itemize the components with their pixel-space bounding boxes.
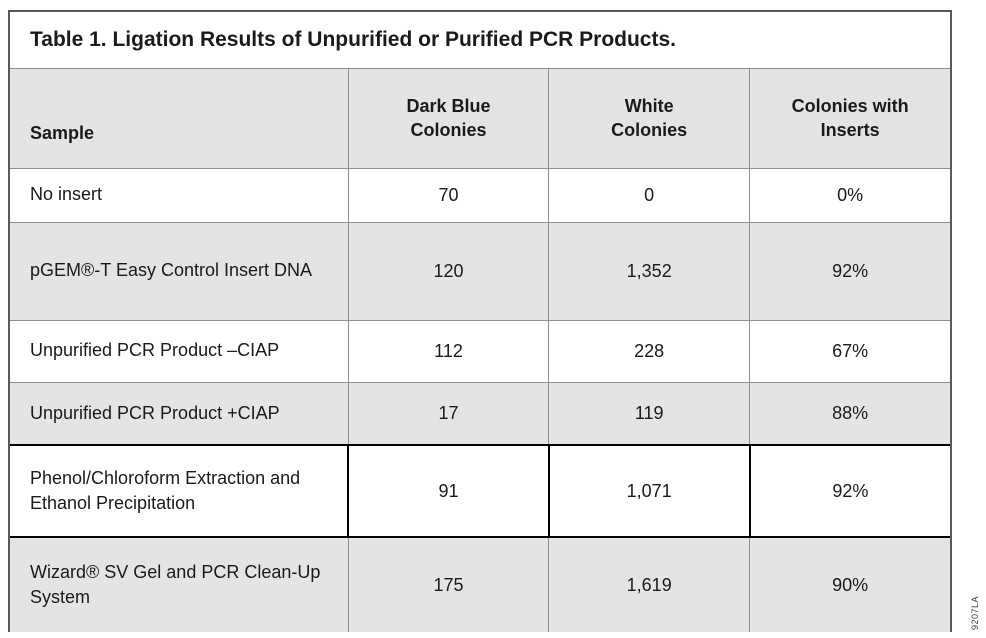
table-title-row: Table 1. Ligation Results of Unpurified … <box>10 12 950 69</box>
sample-cell: No insert <box>10 168 349 222</box>
dark-blue-colonies-cell: 17 <box>347 382 549 445</box>
colonies-with-inserts-cell: 90% <box>749 537 950 632</box>
sample-cell: Unpurified PCR Product +CIAP <box>10 382 349 445</box>
column-header-sample: Sample <box>10 68 349 169</box>
colonies-with-inserts-cell: 88% <box>749 382 950 445</box>
column-header-dark-blue-colonies: Dark Blue Colonies <box>347 68 549 169</box>
dark-blue-colonies-cell: 91 <box>347 445 549 537</box>
ligation-results-table: Table 1. Ligation Results of Unpurified … <box>10 12 950 632</box>
table-row: Unpurified PCR Product –CIAP 112 228 67% <box>10 320 950 382</box>
sample-cell: Phenol/Chloroform Extraction and Ethanol… <box>10 445 349 537</box>
white-colonies-cell: 1,619 <box>548 537 750 632</box>
figure-part-number: 9207LA <box>970 595 980 630</box>
dark-blue-colonies-cell: 112 <box>347 320 549 382</box>
white-colonies-cell: 0 <box>548 168 750 222</box>
dark-blue-colonies-cell: 175 <box>347 537 549 632</box>
table-row: Unpurified PCR Product +CIAP 17 119 88% <box>10 382 950 445</box>
column-header-colonies-with-inserts: Colonies with Inserts <box>749 68 950 169</box>
table-row: pGEM®-T Easy Control Insert DNA 120 1,35… <box>10 222 950 320</box>
column-header-white-colonies: White Colonies <box>548 68 750 169</box>
sample-cell: Wizard® SV Gel and PCR Clean-Up System <box>10 537 349 632</box>
dark-blue-colonies-cell: 120 <box>347 222 549 320</box>
table-header-row: Sample Dark Blue Colonies White Colonies… <box>10 68 950 169</box>
white-colonies-cell: 119 <box>548 382 750 445</box>
white-colonies-cell: 228 <box>548 320 750 382</box>
table-title: Table 1. Ligation Results of Unpurified … <box>10 12 950 69</box>
ligation-results-table-frame: Table 1. Ligation Results of Unpurified … <box>8 10 952 632</box>
table-row: Phenol/Chloroform Extraction and Ethanol… <box>10 445 950 537</box>
sample-cell: Unpurified PCR Product –CIAP <box>10 320 349 382</box>
sample-cell: pGEM®-T Easy Control Insert DNA <box>10 222 349 320</box>
colonies-with-inserts-cell: 0% <box>749 168 950 222</box>
dark-blue-colonies-cell: 70 <box>347 168 549 222</box>
white-colonies-cell: 1,071 <box>547 445 750 537</box>
table-row: Wizard® SV Gel and PCR Clean-Up System 1… <box>10 537 950 632</box>
colonies-with-inserts-cell: 92% <box>748 445 950 537</box>
white-colonies-cell: 1,352 <box>548 222 750 320</box>
table-row: No insert 70 0 0% <box>10 168 950 222</box>
colonies-with-inserts-cell: 67% <box>749 320 950 382</box>
colonies-with-inserts-cell: 92% <box>749 222 950 320</box>
